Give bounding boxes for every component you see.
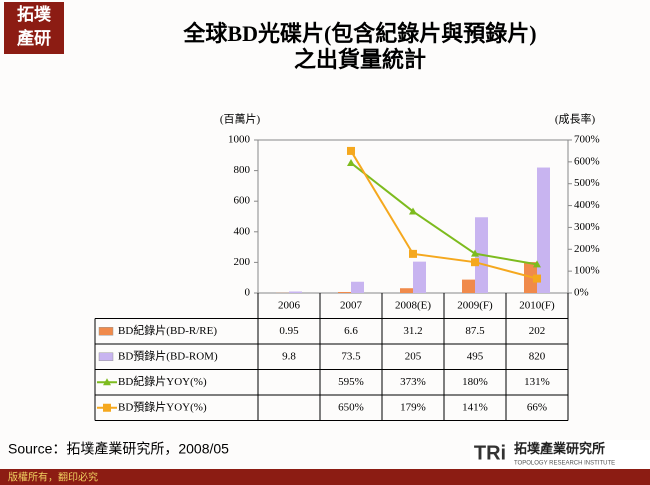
table-value: 9.8 (282, 350, 296, 362)
bar (351, 281, 364, 293)
y2-tick-label: 600% (574, 155, 600, 167)
table-value: 141% (462, 401, 488, 413)
point (471, 258, 479, 267)
y2-tick-label: 100% (574, 265, 600, 277)
line (350, 162, 538, 266)
corner-text: 拓墣 (17, 5, 51, 24)
table-value: 202 (529, 325, 546, 337)
legend-label: BD預錄片YOY(%) (118, 399, 207, 413)
chart-title: 全球BD光碟片(包含紀錄片與預錄片) (182, 21, 536, 46)
point (347, 158, 355, 166)
table-value: 31.2 (403, 325, 422, 337)
logo-sub: TOPOLOGY RESEARCH INSTITUTE (514, 461, 615, 467)
x-tick-label: 2007 (340, 299, 363, 311)
point (409, 207, 417, 215)
x-tick-label: 2008(E) (395, 299, 431, 311)
y-tick-label: 0 (245, 287, 251, 299)
bar (413, 261, 426, 293)
y2-tick-label: 300% (574, 221, 600, 233)
table-value: 87.5 (465, 325, 485, 337)
x-tick-label: 2010(F) (519, 299, 555, 311)
y-axis-title: (百萬片) (220, 113, 261, 126)
point (347, 146, 355, 155)
table-value: 131% (524, 376, 550, 388)
y-tick-label: 400 (234, 225, 251, 237)
y2-tick-label: 500% (574, 177, 600, 189)
logo-name: 拓墣產業研究所 (514, 441, 605, 456)
table-value: 373% (400, 376, 426, 388)
x-tick-label: 2009(F) (457, 299, 493, 311)
y2-tick-label: 400% (574, 199, 600, 211)
point (533, 274, 541, 283)
point (409, 249, 417, 258)
footer-bar (0, 469, 650, 485)
legend-swatch (98, 327, 114, 336)
point (471, 249, 479, 257)
y2-tick-label: 0% (574, 287, 589, 299)
table-value: 0.95 (279, 325, 299, 337)
logo-box (470, 440, 650, 469)
y-tick-label: 600 (234, 195, 251, 207)
y2-tick-label: 700% (574, 134, 600, 146)
legend-label: BD紀錄片(BD-R/RE) (118, 323, 217, 337)
y-tick-label: 800 (234, 164, 251, 176)
legend-marker (103, 403, 111, 412)
bar (537, 167, 550, 293)
y2-axis-title: (成長率) (555, 112, 596, 126)
table-value: 820 (529, 350, 546, 362)
corner-text: 產研 (17, 28, 51, 48)
copyright: 版權所有，翻印必究 (8, 470, 98, 483)
line (350, 150, 538, 280)
table-value: 495 (467, 350, 484, 362)
y2-tick-label: 200% (574, 243, 600, 255)
bar (338, 291, 351, 293)
table-value: 73.5 (341, 350, 361, 362)
table-value: 66% (527, 401, 547, 413)
legend-label: BD預錄片(BD-ROM) (118, 348, 218, 362)
y-tick-label: 1000 (228, 134, 251, 146)
point (533, 260, 541, 268)
chart-subtitle: 之出貨量統計 (294, 47, 426, 72)
logo-mark: TRi (474, 442, 506, 464)
bar (289, 291, 302, 293)
table-value: 179% (400, 401, 426, 413)
table-value: 650% (338, 401, 364, 413)
table-value: 595% (338, 376, 364, 388)
source: Source：拓墣產業研究所，2008/05 (8, 441, 229, 457)
bar (400, 288, 413, 293)
y-tick-label: 200 (234, 256, 251, 268)
legend-label: BD紀錄片YOY(%) (118, 374, 207, 388)
table-value: 205 (405, 350, 422, 362)
table-value: 180% (462, 376, 488, 388)
bar (462, 279, 475, 293)
table-value: 6.6 (344, 325, 358, 337)
corner-logo (4, 2, 64, 54)
legend-marker (103, 378, 111, 386)
x-tick-label: 2006 (278, 299, 301, 311)
legend-swatch (98, 352, 114, 361)
